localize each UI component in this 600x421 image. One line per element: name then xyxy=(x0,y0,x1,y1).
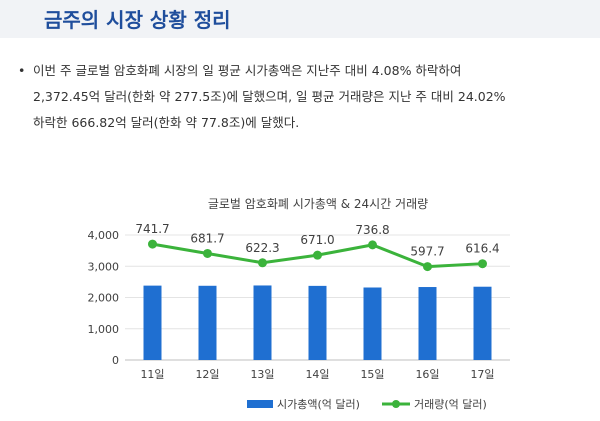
y-tick-label: 2,000 xyxy=(88,292,120,305)
y-tick-label: 4,000 xyxy=(88,229,120,242)
data-label: 597.7 xyxy=(410,245,444,259)
summary-line: 하락한 666.82억 달러(한화 약 77.8조)에 달했다. xyxy=(33,115,300,130)
data-label: 616.4 xyxy=(465,242,499,256)
volume-point xyxy=(368,240,377,250)
legend-line-marker xyxy=(392,400,400,408)
data-label: 671.0 xyxy=(300,233,334,247)
legend: 시가총액(억 달러) 거래량(억 달러) xyxy=(247,398,487,411)
bar xyxy=(308,285,327,360)
data-label: 741.7 xyxy=(135,222,169,236)
bar xyxy=(473,286,492,360)
data-label: 736.8 xyxy=(355,223,389,237)
x-tick-label: 17일 xyxy=(470,367,494,381)
legend-label: 시가총액(억 달러) xyxy=(277,398,360,411)
x-tick-label: 11일 xyxy=(140,367,164,381)
legend-bar-swatch xyxy=(247,400,273,408)
x-tick-label: 12일 xyxy=(195,367,219,381)
volume-point xyxy=(148,239,157,249)
bar-series xyxy=(143,285,492,360)
x-axis: 11일 12일 13일 14일 15일 16일 17일 xyxy=(140,367,494,381)
line-series: 741.7 681.7 622.3 671.0 736.8 597.7 616.4 xyxy=(135,222,500,272)
bullet-icon: • xyxy=(18,63,26,78)
bar xyxy=(143,285,162,360)
data-label: 681.7 xyxy=(190,231,224,245)
y-axis: 0 1,000 2,000 3,000 4,000 xyxy=(88,229,120,367)
legend-label: 거래량(억 달러) xyxy=(414,398,487,411)
chart-title: 글로벌 암호화폐 시가총액 & 24시간 거래량 xyxy=(208,197,428,211)
volume-point xyxy=(258,258,267,268)
y-tick-label: 1,000 xyxy=(88,323,120,336)
y-tick-label: 3,000 xyxy=(88,260,120,273)
page-header: 금주의 시장 상황 정리 xyxy=(0,0,600,38)
bar xyxy=(418,287,437,360)
summary-line: 이번 주 글로벌 암호화폐 시장의 일 평균 시가총액은 지난주 대비 4.08… xyxy=(33,63,462,78)
bar xyxy=(253,285,272,360)
data-label: 622.3 xyxy=(245,241,279,255)
volume-point xyxy=(423,262,432,272)
page-title: 금주의 시장 상황 정리 xyxy=(44,8,231,32)
volume-point xyxy=(478,259,487,269)
summary-line: 2,372.45억 달러(한화 약 277.5조)에 달했으며, 일 평균 거래… xyxy=(33,89,506,104)
volume-point xyxy=(313,250,322,260)
bar xyxy=(198,285,217,360)
x-tick-label: 13일 xyxy=(250,367,274,381)
x-tick-label: 15일 xyxy=(360,367,384,381)
y-tick-label: 0 xyxy=(112,354,119,367)
volume-point xyxy=(203,248,212,258)
x-tick-label: 14일 xyxy=(305,367,329,381)
x-tick-label: 16일 xyxy=(415,367,439,381)
bar xyxy=(363,287,382,360)
